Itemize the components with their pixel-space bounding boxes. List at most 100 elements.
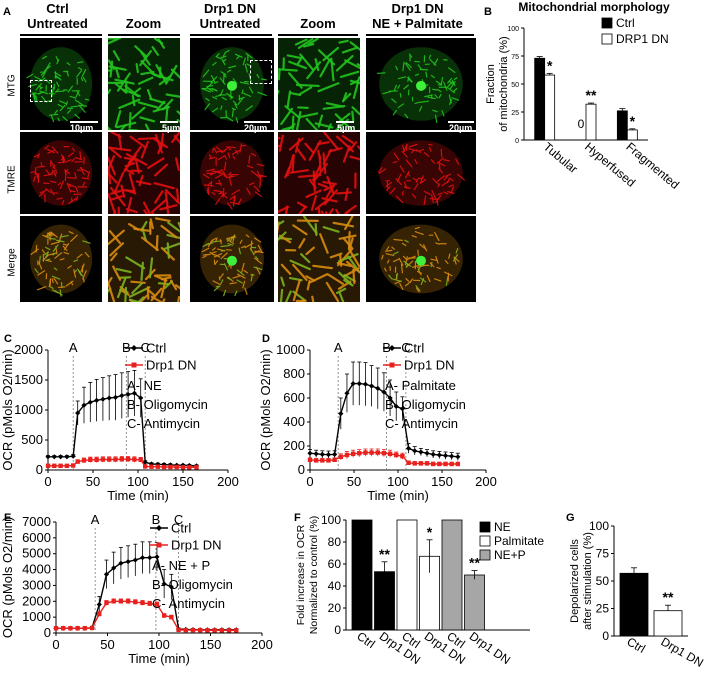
mitochondrion bbox=[62, 245, 68, 252]
mitochondrion bbox=[108, 155, 116, 173]
mitochondrion bbox=[75, 195, 79, 201]
data-point bbox=[155, 464, 160, 469]
panel-label-f: F bbox=[294, 512, 301, 524]
mitochondrion bbox=[114, 110, 122, 128]
significance-mark: ** bbox=[379, 546, 390, 562]
mitochondrion bbox=[300, 253, 311, 264]
mitochondrion bbox=[321, 197, 338, 203]
mitochondrion bbox=[451, 79, 456, 87]
header-rule bbox=[278, 34, 358, 36]
mitochondrion bbox=[212, 61, 217, 66]
mitochondrion bbox=[305, 246, 315, 256]
mitochondrion bbox=[65, 280, 74, 287]
y-tick-label: 0 bbox=[298, 462, 305, 477]
y-tick-label: 0 bbox=[334, 623, 341, 637]
mitochondrion bbox=[235, 117, 239, 124]
mitochondrion bbox=[304, 142, 314, 153]
scalebar bbox=[448, 121, 474, 123]
data-point bbox=[443, 461, 448, 467]
mitochondrion bbox=[229, 173, 234, 178]
mitochondrion bbox=[67, 85, 74, 93]
data-point bbox=[51, 454, 57, 460]
mitochondrion bbox=[232, 100, 238, 106]
mitochondrion bbox=[415, 284, 421, 292]
mitochondrion bbox=[402, 61, 405, 72]
chart-title: Mitochondrial morphology bbox=[518, 0, 670, 14]
zoom-box bbox=[30, 80, 52, 102]
mitochondrion bbox=[67, 109, 72, 114]
data-point bbox=[180, 465, 186, 470]
col-header-line2: Untreated bbox=[27, 16, 88, 31]
mitochondrion bbox=[236, 269, 245, 276]
mitochondrion bbox=[41, 70, 47, 78]
mitochondrion bbox=[378, 168, 387, 174]
mitochondrion bbox=[54, 252, 63, 259]
mitochondrion bbox=[259, 174, 267, 178]
y-tick-label: 80 bbox=[328, 535, 342, 549]
mitochondrion bbox=[430, 74, 435, 79]
mitochondrion bbox=[82, 76, 87, 83]
mitochondrion bbox=[54, 71, 62, 77]
y-tick-label: 5000 bbox=[22, 546, 51, 561]
mitochondrion bbox=[341, 46, 359, 54]
mitochondrion bbox=[457, 173, 465, 181]
mitochondrion bbox=[349, 79, 360, 86]
mitochondrion bbox=[165, 93, 180, 98]
data-point bbox=[369, 450, 374, 455]
data-point bbox=[326, 458, 331, 463]
mitochondrion bbox=[406, 260, 414, 268]
data-point bbox=[104, 600, 109, 606]
mitochondrion bbox=[108, 166, 112, 185]
mitochondrion bbox=[322, 148, 332, 166]
mitochondrion bbox=[399, 282, 404, 291]
data-point bbox=[118, 560, 124, 566]
mitochondrion bbox=[250, 153, 257, 157]
mitochondrion bbox=[110, 189, 122, 195]
mitochondrion bbox=[77, 104, 88, 107]
mitochondrion bbox=[405, 159, 413, 168]
legend-label: Ctrl bbox=[616, 16, 635, 30]
category-label: Tubular bbox=[541, 140, 581, 177]
col-header-line2: Zoom bbox=[125, 16, 162, 31]
mitochondrion bbox=[444, 260, 449, 265]
mitochondrion bbox=[238, 96, 245, 100]
mitochondrion bbox=[405, 170, 410, 179]
x-tick-label: 150 bbox=[172, 474, 194, 489]
mitochondrion bbox=[113, 172, 125, 194]
mitochondrion bbox=[434, 114, 438, 123]
micrograph-tile bbox=[366, 216, 476, 302]
mitochondrion bbox=[291, 154, 295, 174]
mitochondrion bbox=[432, 178, 439, 185]
x-tick-label: 100 bbox=[387, 474, 409, 489]
mitochondrion bbox=[227, 117, 234, 122]
mitochondrion bbox=[393, 84, 397, 91]
mitochondrion bbox=[225, 49, 230, 53]
mitochondrion bbox=[305, 117, 319, 130]
mitochondrion bbox=[392, 278, 402, 282]
data-point bbox=[381, 389, 387, 395]
mitochondrion bbox=[239, 143, 243, 153]
data-point bbox=[430, 451, 436, 457]
data-point bbox=[319, 451, 325, 457]
annotation-text: B- Oligomycin bbox=[385, 397, 466, 412]
mitochondrion bbox=[327, 273, 345, 285]
mitochondrion bbox=[55, 88, 60, 93]
x-tick-label: 200 bbox=[475, 474, 497, 489]
mitochondrion bbox=[231, 149, 241, 155]
mitochondrion bbox=[278, 231, 287, 242]
data-point bbox=[313, 451, 319, 457]
micrograph-tile bbox=[20, 132, 102, 214]
mitochondrion bbox=[207, 181, 212, 186]
mitochondrion bbox=[144, 123, 150, 130]
mitochondrion bbox=[382, 91, 392, 95]
mitochondrion bbox=[108, 193, 117, 214]
mitochondrion bbox=[59, 234, 69, 238]
mitochondrion bbox=[312, 264, 333, 270]
data-point bbox=[455, 454, 461, 460]
y-tick-label: 600 bbox=[283, 390, 305, 405]
mitochondrion bbox=[226, 92, 234, 98]
mitochondrion bbox=[175, 200, 180, 205]
mitochondrion bbox=[67, 265, 72, 269]
mitochondrion bbox=[433, 278, 442, 282]
mitochondrion bbox=[408, 143, 418, 148]
